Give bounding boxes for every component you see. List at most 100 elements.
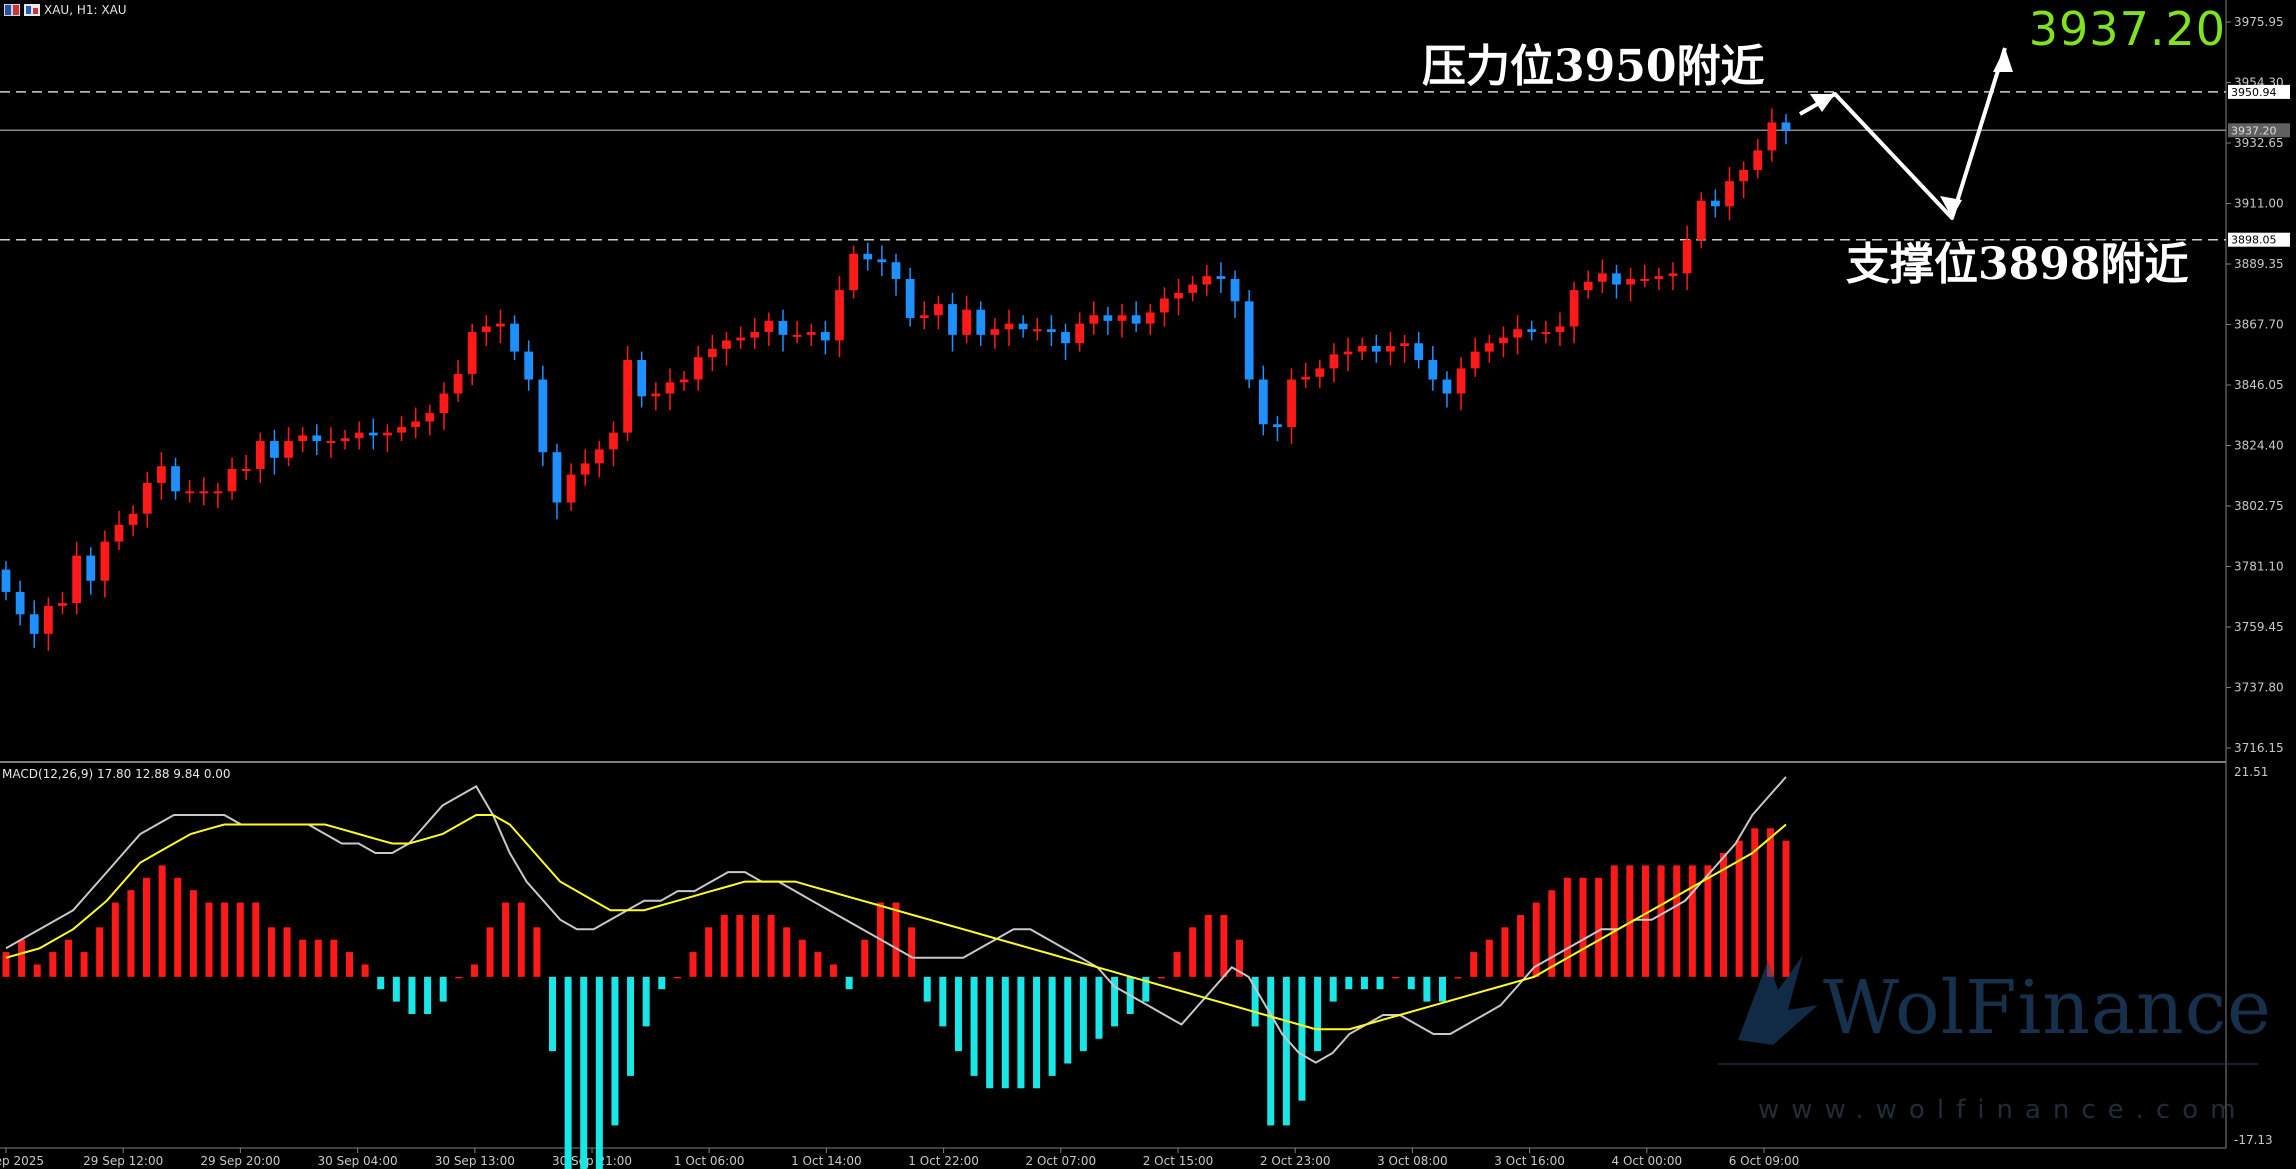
macd-histogram-bar — [1329, 976, 1337, 1002]
candle-body — [665, 382, 675, 394]
price-tick-label: 3889.35 — [2234, 257, 2284, 271]
macd-histogram-bar — [970, 976, 978, 1076]
macd-histogram-bar — [80, 952, 88, 977]
candle-body — [298, 435, 308, 442]
macd-histogram-bar — [236, 902, 244, 977]
candle-body — [736, 337, 745, 341]
candle-body — [326, 441, 336, 444]
macd-histogram-bar — [986, 976, 994, 1089]
candle-body — [820, 332, 830, 341]
chart-window-icon[interactable] — [4, 4, 20, 16]
macd-histogram-bar — [1423, 976, 1431, 1002]
candle-body — [891, 262, 901, 279]
candle-body — [863, 253, 873, 260]
time-tick-label: 29 Sep 20:00 — [200, 1154, 280, 1168]
candle-body — [1400, 343, 1409, 347]
candle-body — [114, 524, 124, 542]
candle-body — [44, 605, 53, 634]
macd-histogram-bar — [845, 976, 853, 990]
candle-body — [792, 334, 802, 337]
macd-histogram-bar — [1157, 976, 1165, 979]
candle-body — [538, 379, 548, 453]
price-tick-label: 3911.00 — [2234, 197, 2284, 211]
candle-body — [1, 569, 11, 592]
macd-histogram-bar — [1673, 865, 1681, 977]
macd-histogram-bar — [1111, 976, 1119, 1027]
candle-body — [1428, 359, 1438, 380]
macd-histogram-bar — [1688, 865, 1696, 977]
support-annotation: 支撑位3898附近 — [1846, 239, 2189, 290]
macd-histogram-bar — [1532, 902, 1540, 977]
reference-label: 3937.20 — [2231, 124, 2277, 137]
macd-tick-label: 21.51 — [2234, 765, 2268, 779]
candle-body — [1767, 122, 1777, 151]
candle-body — [1499, 337, 1508, 344]
macd-histogram-bar — [1001, 976, 1009, 1089]
candle-body — [1386, 346, 1395, 352]
candle-body — [284, 441, 293, 458]
macd-histogram-bar — [96, 927, 104, 977]
macd-histogram-bar — [1376, 976, 1384, 990]
macd-histogram-bar — [1454, 976, 1462, 979]
candle-body — [1089, 315, 1099, 324]
arrowhead-icon — [1940, 196, 1962, 218]
time-tick-label: 2 Oct 07:00 — [1026, 1154, 1097, 1168]
candle-body — [1682, 239, 1692, 274]
macd-histogram-bar — [1751, 828, 1759, 977]
macd-histogram-bar — [158, 865, 166, 977]
price-tick-label: 3867.70 — [2234, 318, 2284, 332]
macd-histogram-bar — [564, 976, 572, 1169]
macd-histogram-bar — [595, 976, 603, 1169]
macd-histogram-bar — [939, 976, 947, 1027]
candle-body — [241, 468, 251, 471]
macd-histogram-bar — [408, 976, 416, 1014]
macd-histogram-bar — [455, 976, 463, 979]
candle-body — [1188, 284, 1198, 293]
macd-histogram-bar — [1189, 927, 1197, 977]
candle-body — [976, 309, 986, 335]
wolf-logo-icon — [1738, 955, 1818, 1045]
time-tick-label: 3 Oct 08:00 — [1377, 1154, 1448, 1168]
macd-histogram-bar — [267, 927, 275, 977]
candle-body — [1739, 169, 1748, 182]
candle-body — [383, 432, 392, 436]
candle-body — [1301, 376, 1311, 380]
macd-histogram-bar — [346, 952, 354, 977]
macd-histogram-bar — [720, 914, 728, 977]
macd-histogram-bar — [1173, 952, 1181, 977]
candle-body — [806, 332, 816, 335]
macd-histogram-bar — [1095, 976, 1103, 1039]
macd-histogram-bar — [892, 902, 900, 977]
macd-histogram-bar — [1314, 976, 1322, 1052]
macd-histogram-bar — [1548, 890, 1556, 977]
candle-body — [1202, 276, 1212, 285]
candle-body — [1569, 290, 1579, 327]
time-tick-label: 29 Sep 12:00 — [83, 1154, 163, 1168]
watermark-url: www.wolfinance.com — [1758, 1095, 2248, 1125]
macd-histogram-bar — [1033, 976, 1041, 1089]
candle-body — [1004, 323, 1014, 330]
macd-histogram-bar — [1017, 976, 1025, 1089]
candle-body — [411, 421, 421, 428]
macd-histogram-bar — [2, 952, 10, 977]
macd-histogram-bar — [1735, 840, 1743, 977]
macd-histogram-bar — [673, 976, 681, 979]
candle-body — [1174, 292, 1183, 299]
macd-histogram-bar — [548, 976, 556, 1052]
candle-body — [1160, 298, 1169, 313]
candle-body — [1442, 379, 1452, 394]
time-tick-label: 1 Oct 14:00 — [791, 1154, 862, 1168]
candle-body — [72, 555, 82, 604]
symbol-icon[interactable] — [24, 4, 40, 16]
time-tick-label: 2 Oct 23:00 — [1260, 1154, 1331, 1168]
macd-histogram-bar — [424, 976, 432, 1014]
price-tick-label: 3737.80 — [2234, 681, 2284, 695]
macd-histogram-bar — [1392, 976, 1400, 979]
projection-arrow — [1799, 47, 2007, 220]
macd-histogram-bar — [1360, 976, 1368, 990]
candle-body — [623, 359, 632, 433]
macd-histogram-bar — [627, 976, 635, 1076]
candle-body — [1626, 278, 1635, 285]
macd-histogram-bar — [439, 976, 447, 1002]
candle-body — [707, 348, 717, 358]
